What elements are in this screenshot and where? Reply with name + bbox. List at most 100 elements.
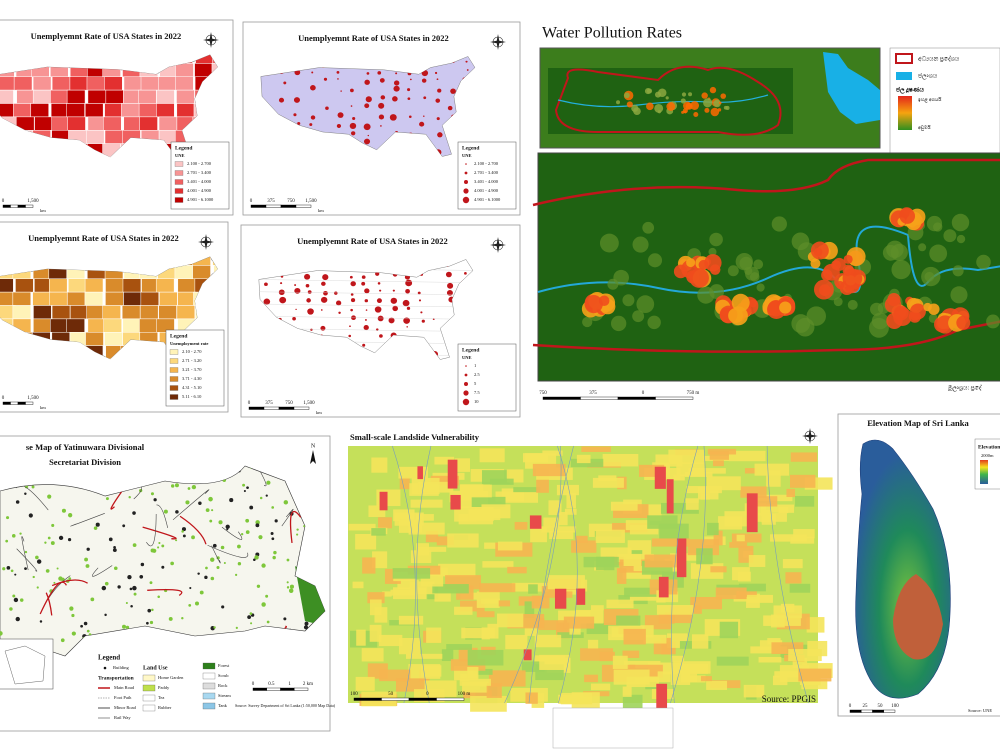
cell xyxy=(379,669,411,682)
road xyxy=(211,545,221,564)
landuse-dot xyxy=(188,603,192,607)
landuse-dot xyxy=(170,484,175,488)
state xyxy=(67,291,86,306)
landuse-dot xyxy=(47,494,52,499)
state-dot xyxy=(409,78,412,81)
scale-bar xyxy=(17,401,26,405)
cold-spot xyxy=(647,253,663,268)
scale-label: 375 xyxy=(265,401,273,406)
state-dot xyxy=(393,85,400,92)
landuse-dot xyxy=(271,506,275,509)
landuse-dot xyxy=(261,602,266,607)
road xyxy=(207,545,249,558)
cell xyxy=(788,649,822,662)
road xyxy=(289,511,302,544)
state-dot xyxy=(447,282,454,289)
inset-shape xyxy=(4,645,46,685)
state-dot xyxy=(377,71,382,75)
cell xyxy=(410,499,443,508)
scale-label: 2 km xyxy=(303,682,313,687)
scale-bar xyxy=(266,687,281,691)
scale-label: 1,500 xyxy=(305,199,317,204)
legend-swatch xyxy=(895,53,913,64)
cell xyxy=(724,511,752,527)
state-dot xyxy=(379,289,382,292)
cell xyxy=(623,554,642,567)
inset-spot xyxy=(646,88,653,94)
cell xyxy=(647,662,683,675)
hot-spot xyxy=(836,280,845,290)
legend-label: Scrub xyxy=(218,673,229,678)
scale-bar xyxy=(265,204,282,208)
landuse-dot xyxy=(245,518,250,523)
cell xyxy=(610,501,638,511)
landuse-dot xyxy=(47,536,51,540)
landuse-dot xyxy=(194,601,199,606)
landuse-dot xyxy=(19,532,22,535)
state xyxy=(122,278,142,293)
state-dot xyxy=(408,115,412,119)
state-dot xyxy=(365,319,367,321)
cell xyxy=(602,453,639,467)
landuse-dot xyxy=(147,608,152,613)
panel-title: Unemplyemnt Rate of USA States in 2022 xyxy=(28,233,179,243)
cold-spot xyxy=(956,234,966,244)
state-dot xyxy=(363,123,371,131)
scale-label: 0.5 xyxy=(268,682,275,687)
state xyxy=(48,278,68,293)
landuse-dot xyxy=(218,520,223,525)
landuse-dot xyxy=(12,594,16,598)
state-dot xyxy=(362,343,366,347)
state-dot xyxy=(446,290,453,296)
landuse-dot xyxy=(28,513,33,518)
state-dot xyxy=(349,275,353,279)
cell xyxy=(498,600,511,607)
panel-title: Unemplyemnt Rate of USA States in 2022 xyxy=(298,33,449,43)
landuse-dot xyxy=(158,541,161,545)
legend-swatch xyxy=(142,694,156,702)
landuse-dot xyxy=(39,620,43,623)
inset-river xyxy=(557,94,769,108)
cell xyxy=(596,556,615,571)
landuse-dot xyxy=(270,532,274,536)
state-dot xyxy=(403,317,410,324)
cell xyxy=(599,651,615,662)
cell xyxy=(525,692,538,704)
landuse-dot xyxy=(6,565,11,570)
landuse-dot xyxy=(223,561,226,565)
usa-panel: Unemplyemnt Rate of USA States in 2022 Le… xyxy=(0,19,234,216)
landuse-dot xyxy=(31,485,35,489)
hot-cell xyxy=(576,588,586,605)
state-dot xyxy=(363,325,369,331)
scale-bar xyxy=(295,204,312,208)
landuse-dot xyxy=(182,534,186,538)
state-dot xyxy=(465,60,468,63)
road xyxy=(172,489,210,521)
hot-spot xyxy=(884,296,902,313)
state-dot xyxy=(350,131,356,136)
legend-label: ඉහළ අගයයි xyxy=(918,97,942,103)
cell xyxy=(352,581,364,589)
inset-spot xyxy=(681,92,687,97)
legend-label: 2.5 xyxy=(474,372,480,377)
cell xyxy=(658,613,675,624)
cell xyxy=(750,513,787,522)
landuse-dot xyxy=(229,498,234,503)
cell xyxy=(613,669,650,685)
source: Source: Survey Department of Sri Lanka (… xyxy=(235,703,336,709)
legend-swatch xyxy=(463,188,469,194)
landuse-dot xyxy=(125,601,128,605)
cell xyxy=(408,664,441,679)
legend-swatch xyxy=(202,662,216,670)
cold-spot xyxy=(952,265,964,277)
legend-label: 4.001 - 4.900 xyxy=(187,188,212,193)
state-dot xyxy=(310,328,313,331)
landuse-dot xyxy=(247,615,252,620)
state-dot xyxy=(334,291,338,295)
scale-bar xyxy=(353,697,382,701)
landuse-dot xyxy=(71,613,75,618)
landuse-dot xyxy=(210,576,215,581)
landuse-dot xyxy=(187,487,191,490)
state-dot xyxy=(390,297,398,304)
scale-bar xyxy=(381,697,410,701)
